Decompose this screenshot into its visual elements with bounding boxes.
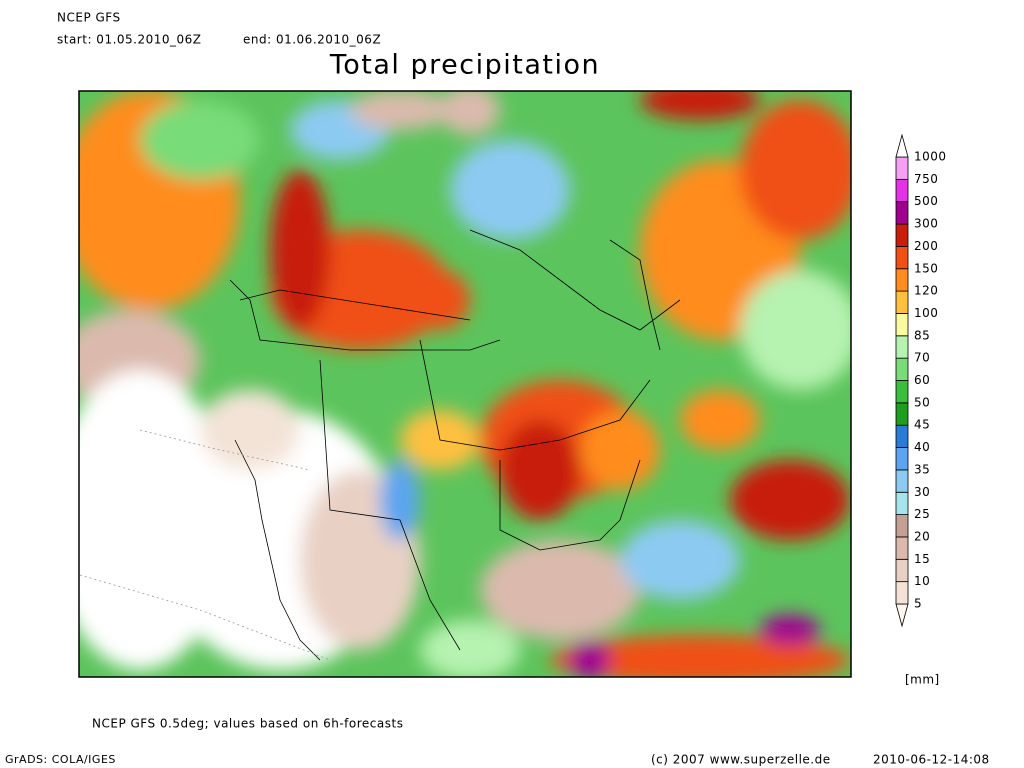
legend-swatch <box>895 268 909 292</box>
copyright: (c) 2007 www.superzelle.de <box>651 753 831 767</box>
legend-label: 85 <box>914 328 930 342</box>
legend-swatch <box>895 313 909 337</box>
legend-label: 20 <box>914 529 930 543</box>
legend-swatch <box>895 178 909 203</box>
map-title: Total precipitation <box>329 50 600 81</box>
legend-label: 500 <box>914 194 938 208</box>
precipitation-map <box>79 91 851 677</box>
legend-label: 15 <box>914 552 930 566</box>
legend-swatch <box>895 380 909 404</box>
legend-label: 30 <box>914 485 930 499</box>
legend-swatch <box>895 290 909 314</box>
end-time: end: 01.06.2010_06Z <box>243 33 381 47</box>
legend-swatch <box>895 447 909 471</box>
timestamp: 2010-06-12-14:08 <box>873 753 990 767</box>
legend-swatch <box>895 357 909 381</box>
footer-note: NCEP GFS 0.5deg; values based on 6h-fore… <box>92 717 403 731</box>
unit-label: [mm] <box>905 673 940 687</box>
legend-swatch <box>895 424 909 448</box>
legend-swatch <box>895 201 909 225</box>
legend-label: 70 <box>914 351 930 365</box>
legend-label: 40 <box>914 440 930 454</box>
legend-label: 60 <box>914 373 930 387</box>
legend-swatch <box>895 558 909 583</box>
legend-label: 50 <box>914 395 930 409</box>
legend-swatch <box>895 581 909 605</box>
legend-label: 100 <box>914 306 938 320</box>
legend-swatch <box>895 223 909 247</box>
legend-swatch <box>895 402 909 426</box>
legend-label: 10 <box>914 574 930 588</box>
legend-swatch <box>895 469 909 493</box>
legend-label: 300 <box>914 217 938 231</box>
legend-label: 35 <box>914 462 930 476</box>
legend-label: 45 <box>914 418 930 432</box>
map-frame <box>78 90 852 678</box>
legend-label: 750 <box>914 172 938 186</box>
legend-swatch <box>895 491 909 516</box>
legend-end-triangle <box>895 603 909 628</box>
legend-swatch <box>895 536 909 560</box>
legend-label: 200 <box>914 239 938 253</box>
legend-swatch <box>895 245 909 270</box>
software-credit: GrADS: COLA/IGES <box>5 753 116 766</box>
legend-swatch <box>895 156 909 180</box>
legend-swatch <box>895 514 909 538</box>
legend-swatch <box>895 335 909 359</box>
legend-label: 1000 <box>914 150 947 164</box>
legend-label: 120 <box>914 284 938 298</box>
legend-end-triangle <box>895 133 909 158</box>
legend-label: 5 <box>914 597 922 611</box>
model-label: NCEP GFS <box>57 11 121 25</box>
legend-label: 25 <box>914 507 930 521</box>
color-legend: 5 10 15 20 25 30 35 40 45 50 60 70 85 100 120 150 200 300… <box>895 133 947 628</box>
legend-label: 150 <box>914 261 938 275</box>
start-time: start: 01.05.2010_06Z <box>57 33 202 47</box>
